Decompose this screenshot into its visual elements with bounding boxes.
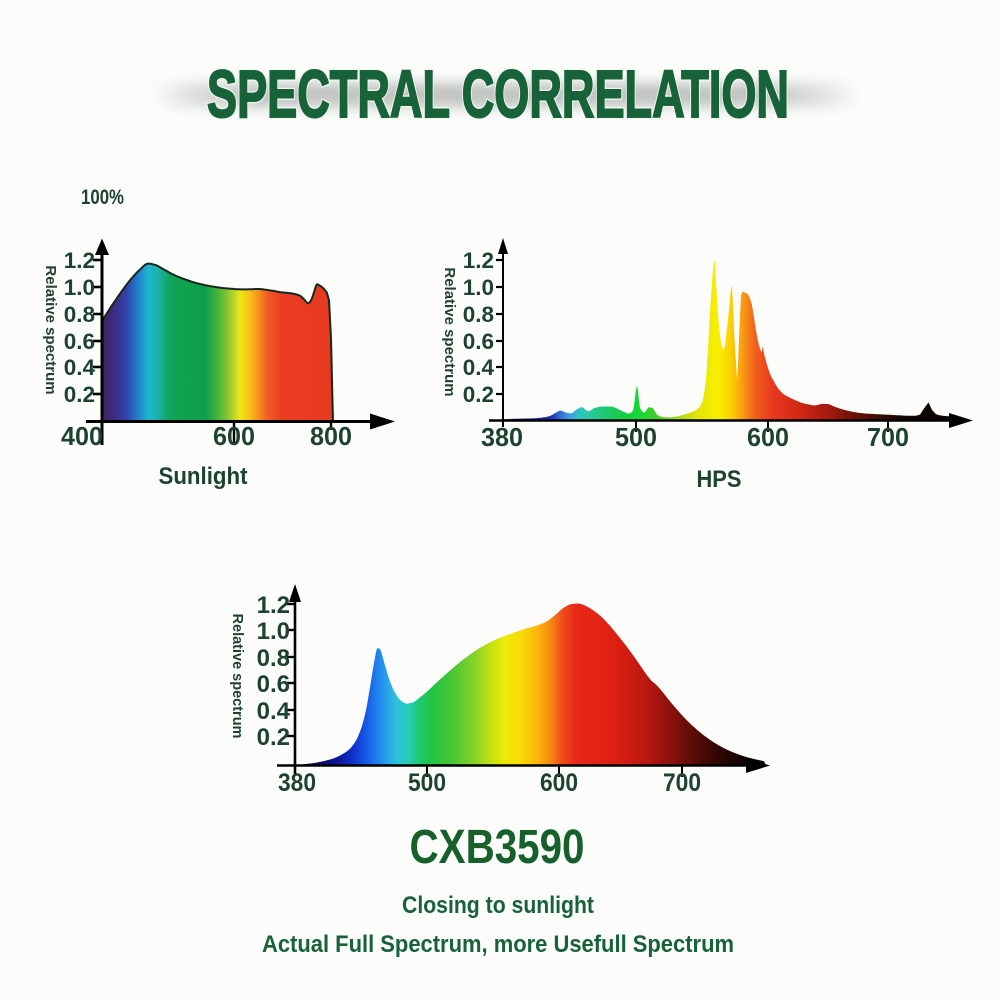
svg-text:600: 600 [747, 422, 789, 452]
svg-text:500: 500 [408, 769, 446, 797]
svg-text:Actual Full Spectrum, more Use: Actual Full Spectrum, more Usefull Spect… [262, 931, 734, 958]
svg-text:500: 500 [615, 422, 657, 452]
svg-text:1.0: 1.0 [463, 275, 494, 300]
svg-text:Relative spectrum: Relative spectrum [441, 267, 458, 396]
svg-text:380: 380 [481, 422, 523, 452]
svg-text:1.0: 1.0 [64, 275, 95, 300]
svg-text:0.8: 0.8 [463, 302, 494, 327]
svg-text:SPECTRAL CORRELATION: SPECTRAL CORRELATION [207, 57, 789, 132]
svg-text:0.8: 0.8 [64, 302, 95, 327]
svg-text:600: 600 [540, 769, 578, 797]
svg-text:Relative spectrum: Relative spectrum [229, 614, 245, 739]
svg-text:380: 380 [278, 769, 316, 797]
svg-text:0.8: 0.8 [257, 645, 290, 672]
svg-text:0.2: 0.2 [257, 724, 290, 751]
svg-text:700: 700 [867, 422, 909, 452]
svg-text:800: 800 [310, 421, 352, 451]
svg-text:Sunlight: Sunlight [159, 463, 248, 490]
svg-text:0.6: 0.6 [257, 671, 290, 698]
svg-text:400: 400 [61, 421, 103, 451]
svg-text:600: 600 [213, 421, 255, 451]
svg-text:0.4: 0.4 [257, 698, 291, 725]
svg-text:700: 700 [663, 769, 701, 797]
svg-text:0.6: 0.6 [64, 329, 95, 354]
svg-text:0.4: 0.4 [463, 355, 495, 380]
svg-text:1.2: 1.2 [257, 592, 290, 619]
svg-text:HPS: HPS [697, 466, 742, 493]
svg-text:100%: 100% [81, 186, 124, 209]
svg-text:CXB3590: CXB3590 [410, 821, 585, 874]
svg-text:1.2: 1.2 [463, 248, 494, 273]
svg-text:0.4: 0.4 [64, 355, 96, 380]
svg-text:SPECTRAL CORRELATION: SPECTRAL CORRELATION [207, 57, 789, 132]
svg-text:0.2: 0.2 [64, 382, 95, 407]
svg-text:Relative spectrum: Relative spectrum [42, 265, 59, 394]
svg-text:0.2: 0.2 [463, 382, 494, 407]
svg-text:1.0: 1.0 [257, 618, 290, 645]
svg-text:Closing to sunlight: Closing to sunlight [402, 892, 594, 919]
svg-text:0.6: 0.6 [463, 329, 494, 354]
svg-text:1.2: 1.2 [64, 248, 95, 273]
